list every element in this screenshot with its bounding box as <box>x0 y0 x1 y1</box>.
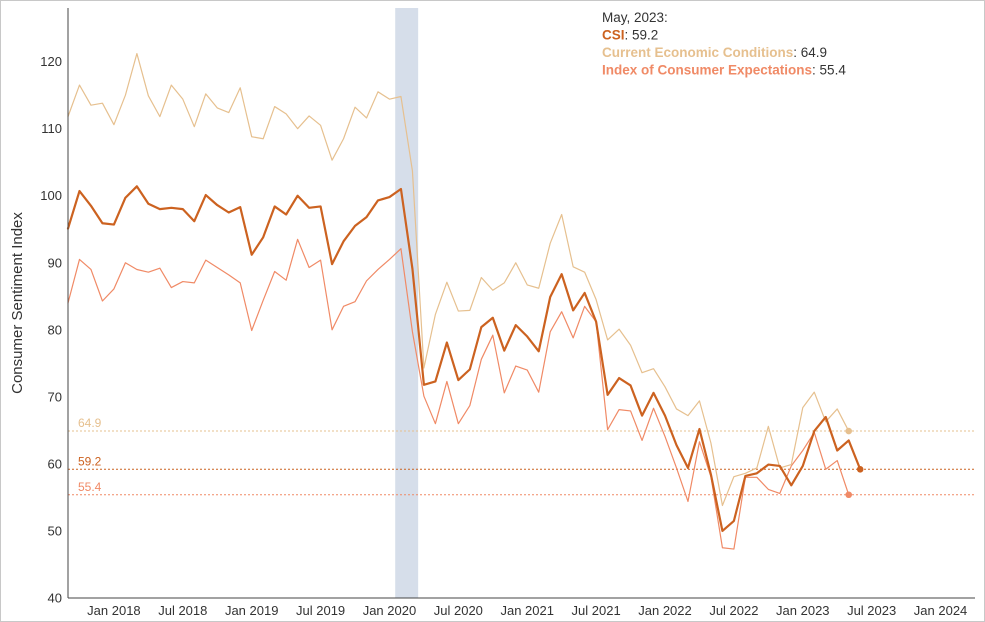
x-tick-label: Jul 2022 <box>709 603 758 618</box>
annotation-series-name: CSI <box>602 28 625 43</box>
y-tick-label: 60 <box>48 456 62 471</box>
x-tick-labels: Jan 2018 Jul 2018 Jan 2019 Jul 2019 Jan 2020… <box>87 603 967 618</box>
x-tick-label: Jul 2019 <box>296 603 345 618</box>
recession-band-layer <box>395 8 419 598</box>
reference-line-label: 55.4 <box>78 480 102 494</box>
y-tick-label: 70 <box>48 389 62 404</box>
y-tick-label: 100 <box>40 188 62 203</box>
x-tick-label: Jul 2018 <box>158 603 207 618</box>
reference-line-label: 59.2 <box>78 454 102 468</box>
annotation-line: Index of Consumer Expectations: 55.4 <box>602 63 846 78</box>
x-tick-label: Jan 2020 <box>363 603 417 618</box>
annotation-series-name: Current Economic Conditions <box>602 45 793 60</box>
y-tick-label: 50 <box>48 523 62 538</box>
reference-lines-layer: 64.9 59.2 55.4 <box>68 416 975 496</box>
annotation-title: May, 2023: <box>602 10 668 25</box>
annotation-series-value: : 64.9 <box>793 45 827 60</box>
x-tick-label: Jan 2023 <box>776 603 830 618</box>
series-end-point-cec <box>845 427 853 435</box>
recession-band <box>395 8 419 598</box>
series-end-point-ice <box>845 491 853 499</box>
x-tick-label: Jan 2019 <box>225 603 279 618</box>
annotation-series-name: Index of Consumer Expectations <box>602 63 812 78</box>
x-tick-label: Jan 2024 <box>914 603 968 618</box>
x-tick-label: Jan 2022 <box>638 603 692 618</box>
axes-layer <box>67 8 975 599</box>
x-tick-label: Jul 2021 <box>572 603 621 618</box>
annotation-line: Current Economic Conditions: 64.9 <box>602 45 827 60</box>
annotation-series-value: : 59.2 <box>625 28 659 43</box>
y-tick-label: 80 <box>48 322 62 337</box>
x-tick-label: Jul 2023 <box>847 603 896 618</box>
series-layer <box>66 52 864 550</box>
value-annotation: May, 2023: CSI: 59.2 Current Economic Con… <box>602 10 846 78</box>
reference-line-label: 64.9 <box>78 416 102 430</box>
y-tick-label: 90 <box>48 255 62 270</box>
annotation-line: CSI: 59.2 <box>602 28 658 43</box>
x-tick-label: Jan 2018 <box>87 603 141 618</box>
y-axis-title: Consumer Sentiment Index <box>9 212 26 394</box>
series-end-point-csi <box>856 465 864 473</box>
y-tick-label: 110 <box>41 121 62 136</box>
annotation-series-value: : 55.4 <box>812 63 846 78</box>
x-tick-label: Jan 2021 <box>500 603 554 618</box>
x-tick-label: Jul 2020 <box>434 603 483 618</box>
y-tick-label: 40 <box>48 591 62 606</box>
y-tick-label: 120 <box>40 54 62 69</box>
series-line-csi <box>66 185 862 533</box>
series-line-cec <box>67 52 850 507</box>
series-line-ice <box>67 238 850 550</box>
y-tick-labels: 40 50 60 70 80 90 100 110 120 <box>40 54 62 605</box>
